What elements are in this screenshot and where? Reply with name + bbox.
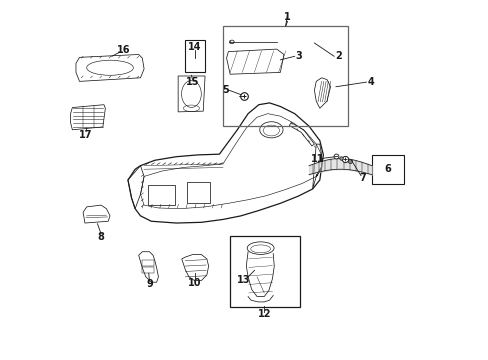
Text: 16: 16 (116, 45, 130, 55)
Text: 13: 13 (237, 275, 250, 285)
Text: 6: 6 (384, 164, 390, 174)
Text: 12: 12 (257, 310, 270, 319)
Bar (142, 260, 154, 266)
Text: 17: 17 (79, 130, 93, 140)
Bar (147, 185, 174, 205)
Text: 10: 10 (188, 278, 202, 288)
Text: 1: 1 (284, 12, 290, 22)
Text: 4: 4 (366, 77, 373, 87)
Bar (187, 182, 210, 203)
Bar (230, 235, 300, 307)
Bar (185, 40, 204, 72)
Text: 11: 11 (311, 154, 324, 164)
Text: 14: 14 (188, 42, 202, 51)
Text: 8: 8 (98, 232, 104, 242)
Bar (142, 267, 154, 273)
Text: 7: 7 (359, 173, 366, 183)
Text: 5: 5 (222, 85, 229, 95)
Text: 3: 3 (294, 51, 301, 61)
Bar (371, 155, 403, 184)
Text: 15: 15 (185, 77, 199, 87)
Text: 2: 2 (334, 51, 341, 61)
Text: 9: 9 (146, 279, 153, 289)
Bar (223, 26, 348, 126)
